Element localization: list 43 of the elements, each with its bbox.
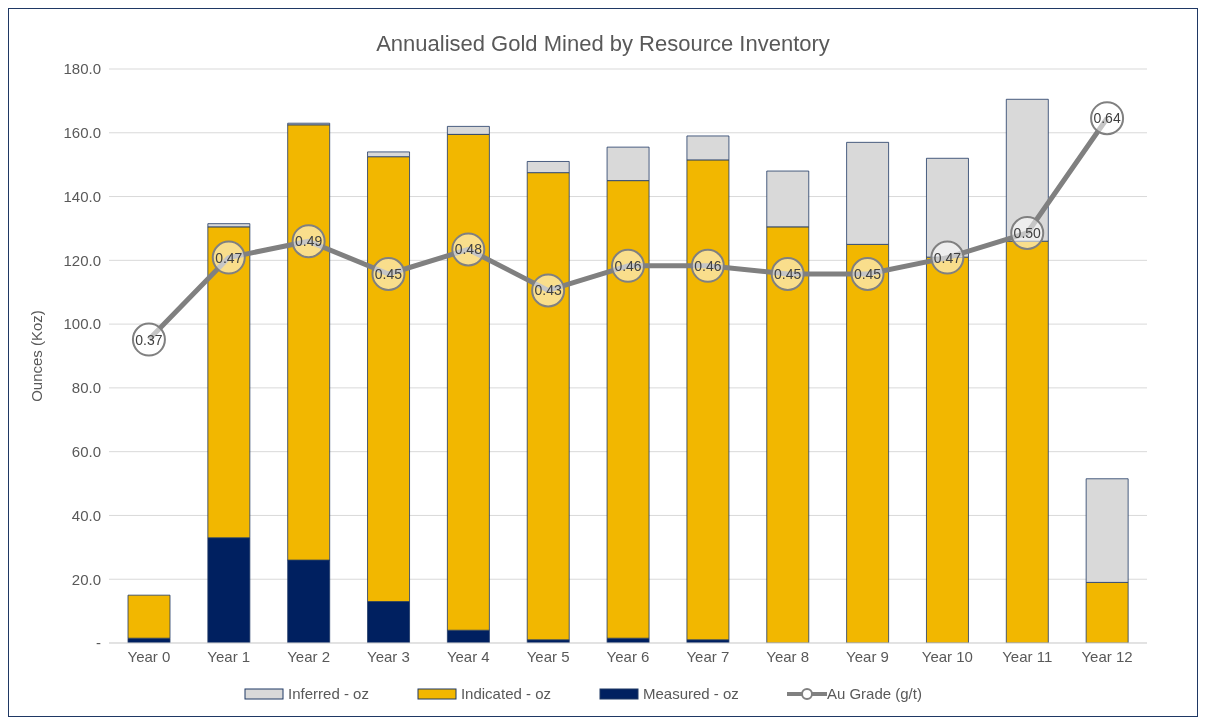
- x-tick-label: Year 11: [1002, 647, 1053, 665]
- y-tick-label: 140.0: [63, 187, 101, 205]
- x-tick-label: Year 2: [287, 647, 331, 665]
- data-label: 0.45: [774, 266, 802, 282]
- x-tick-label: Year 0: [127, 647, 171, 665]
- data-label: 0.50: [1013, 225, 1042, 241]
- legend-label: Measured - oz: [642, 685, 739, 703]
- y-tick-label: 80.0: [71, 379, 101, 397]
- x-tick-label: Year 3: [367, 647, 410, 665]
- x-tick-label: Year 6: [606, 647, 650, 665]
- data-label: 0.47: [215, 249, 243, 266]
- y-tick-label: 120.0: [63, 251, 101, 269]
- chart-title: Annualised Gold Mined by Resource Inventory: [376, 31, 830, 56]
- data-label: 0.45: [374, 266, 403, 282]
- x-tick-label: Year 8: [766, 647, 810, 665]
- y-tick-label: 20.0: [71, 570, 101, 588]
- x-tick-label: Year 7: [686, 647, 730, 665]
- data-label: 0.46: [694, 257, 722, 274]
- bar: [127, 594, 171, 639]
- legend-label: Au Grade (g/t): [825, 685, 922, 703]
- data-label: 0.43: [534, 282, 562, 299]
- data-label: 0.47: [933, 249, 962, 266]
- y-tick-label: 160.0: [63, 124, 101, 142]
- data-label: 0.46: [614, 257, 642, 274]
- y-tick-label: 180.0: [63, 60, 101, 78]
- y-axis-title: Ounces (Koz): [28, 310, 46, 402]
- x-tick-label: Year 4: [446, 647, 490, 665]
- data-label: 0.45: [853, 266, 882, 282]
- data-label: 0.37: [135, 331, 163, 348]
- data-label: 0.64: [1093, 110, 1121, 127]
- legend-label: Indicated - oz: [459, 685, 551, 703]
- data-label: 0.49: [294, 233, 323, 250]
- y-tick-label: -: [96, 634, 101, 652]
- legend-label: Inferred - oz: [287, 685, 369, 703]
- y-tick-label: 100.0: [63, 315, 101, 333]
- x-tick-label: Year 1: [207, 647, 251, 665]
- x-tick-label: Year 10: [921, 647, 973, 665]
- x-tick-label: Year 5: [526, 647, 570, 665]
- y-tick-label: 40.0: [71, 506, 101, 524]
- data-label: 0.48: [454, 241, 483, 258]
- x-tick-label: Year 9: [846, 647, 889, 665]
- x-tick-label: Year 12: [1081, 647, 1133, 665]
- y-tick-label: 60.0: [71, 442, 101, 460]
